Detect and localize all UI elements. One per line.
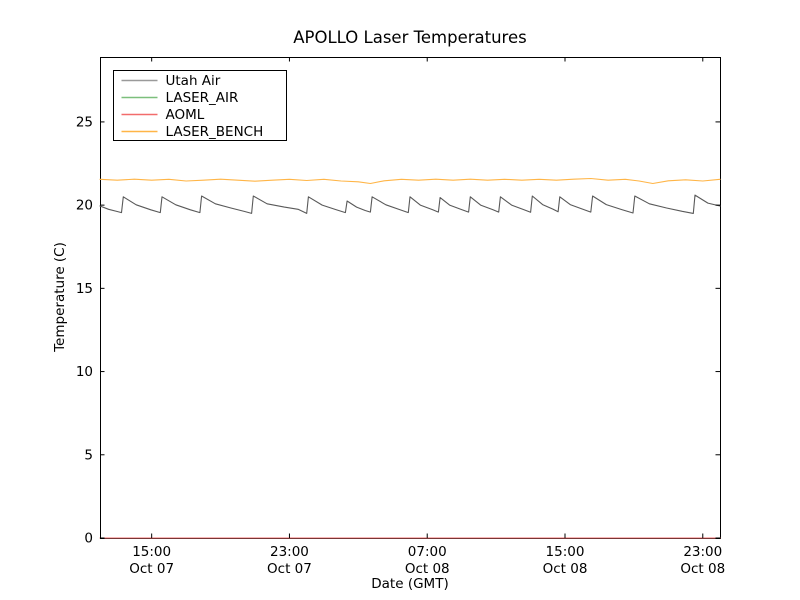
x-tick-label-time: 23:00 (270, 544, 309, 560)
legend-entry-label: AOML (166, 107, 205, 123)
y-tick-label: 15 (76, 281, 93, 297)
x-tick-label-date: Oct 07 (267, 561, 312, 577)
x-tick-label-date: Oct 08 (405, 561, 450, 577)
legend-box (113, 70, 287, 141)
data-series-group (99, 177, 721, 539)
series-line-utah-air (99, 194, 721, 214)
legend-entry-label: LASER_AIR (166, 90, 239, 106)
x-tick-label-date: Oct 08 (680, 561, 725, 577)
x-tick-label-date: Oct 07 (129, 561, 174, 577)
y-tick-label: 10 (76, 364, 93, 380)
x-axis-label: Date (GMT) (371, 576, 448, 592)
x-tick-label-time: 23:00 (683, 544, 722, 560)
x-tick-label-date: Oct 08 (543, 561, 588, 577)
legend-entry-label: Utah Air (166, 73, 221, 89)
x-tick-label-time: 15:00 (132, 544, 171, 560)
y-tick-label: 25 (76, 114, 93, 130)
y-tick-label: 0 (84, 531, 93, 547)
series-line-laser-bench (99, 177, 721, 185)
y-axis-label: Temperature (C) (52, 242, 68, 353)
legend-entry-label: LASER_BENCH (166, 124, 264, 140)
y-tick-label: 5 (84, 447, 93, 463)
y-tick-label: 20 (76, 198, 93, 214)
chart-title: APOLLO Laser Temperatures (293, 28, 526, 47)
x-tick-label-time: 07:00 (408, 544, 447, 560)
x-tick-label-time: 15:00 (546, 544, 585, 560)
